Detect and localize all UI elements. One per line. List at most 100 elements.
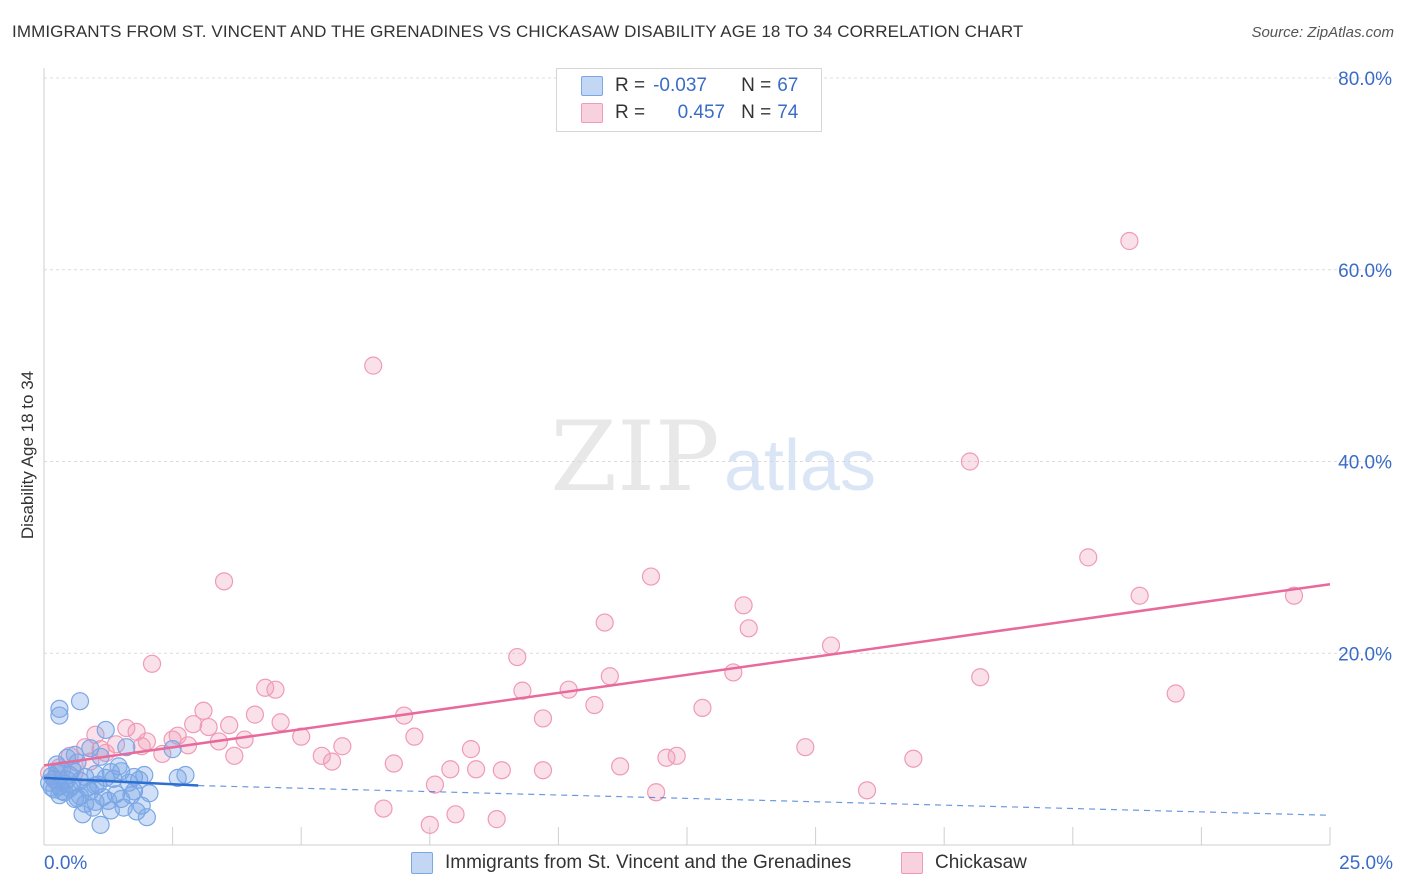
immigrants-point <box>135 765 154 785</box>
y-tick-label: 20.0% <box>1338 644 1392 665</box>
chickasaw-point <box>322 752 342 771</box>
chickasaw-point <box>1284 586 1304 605</box>
chickasaw-point <box>420 815 439 834</box>
chickasaw-point <box>492 761 511 780</box>
chickasaw-point <box>796 738 815 757</box>
chickasaw-point <box>667 746 686 765</box>
legend-r-label: R = <box>615 75 646 96</box>
chickasaw-point <box>533 709 553 728</box>
immigrants-point <box>117 738 136 757</box>
chickasaw-point <box>960 452 980 471</box>
chickasaw-point <box>266 680 285 699</box>
immigrants-point <box>109 757 128 776</box>
chickasaw-point <box>137 732 156 751</box>
chickasaw-point <box>585 695 604 715</box>
legend-swatch-pink <box>581 103 603 123</box>
chickasaw-point <box>364 356 383 375</box>
legend-swatch-blue <box>581 76 603 96</box>
immigrants-point <box>50 699 69 718</box>
chickasaw-point <box>466 760 486 779</box>
chickasaw-point <box>904 749 923 768</box>
chickasaw-point <box>1130 586 1149 605</box>
immigrants-point <box>70 692 90 711</box>
chickasaw-point <box>184 715 203 734</box>
chickasaw-point <box>595 613 614 632</box>
chickasaw-point <box>693 698 712 717</box>
chickasaw-point <box>235 730 254 749</box>
immigrants-point <box>91 815 110 834</box>
y-tick-label: 40.0% <box>1338 453 1392 474</box>
chickasaw-point <box>441 760 460 779</box>
correlation-legend: R = -0.037 N = 67 R = 0.457 N = 74 <box>556 68 822 132</box>
chickasaw-point <box>384 754 403 773</box>
chickasaw-point <box>245 705 265 724</box>
chickasaw-point <box>641 567 661 586</box>
source-label: Source: ZipAtlas.com <box>1251 24 1394 41</box>
immigrants-point <box>96 720 115 740</box>
chickasaw-point <box>312 746 331 765</box>
immigrants-point <box>50 706 69 725</box>
chickasaw-point <box>271 713 290 732</box>
legend-r-value-pink: 0.457 <box>677 102 726 123</box>
legend-n-value-pink: 74 <box>777 102 799 123</box>
chickasaw-point <box>508 647 527 667</box>
chickasaw-point <box>1120 231 1139 251</box>
chickasaw-point <box>425 775 445 794</box>
legend-row-pink: R = 0.457 N = 74 <box>581 101 798 125</box>
chickasaw-point <box>446 805 465 824</box>
chickasaw-point <box>225 746 244 765</box>
chickasaw-point <box>1166 684 1185 703</box>
chickasaw-point <box>971 668 990 687</box>
chickasaw-point <box>142 654 162 673</box>
chickasaw-point <box>647 783 666 802</box>
chickasaw-point <box>333 737 352 756</box>
chickasaw-point <box>1079 548 1098 567</box>
chickasaw-point <box>194 701 213 720</box>
chart-title: IMMIGRANTS FROM ST. VINCENT AND THE GREN… <box>12 22 1024 41</box>
watermark-atlas: atlas <box>724 426 876 506</box>
series-label-chickasaw: Chickasaw <box>935 852 1027 873</box>
series-swatch-pink <box>901 852 923 874</box>
chickasaw-point <box>106 735 126 754</box>
chickasaw-point <box>214 572 234 591</box>
legend-r-value-blue: -0.037 <box>653 75 707 96</box>
y-tick-label: 80.0% <box>1338 69 1392 90</box>
immigrants-point <box>124 782 144 801</box>
series-legend-item-immigrants: Immigrants from St. Vincent and the Gren… <box>411 852 851 874</box>
series-legend: Immigrants from St. Vincent and the Gren… <box>0 852 1406 878</box>
series-legend-item-chickasaw: Chickasaw <box>901 852 1027 874</box>
chickasaw-point <box>76 738 95 757</box>
chickasaw-point <box>461 740 481 759</box>
legend-n-label: N = <box>741 75 772 96</box>
y-tick-label: 60.0% <box>1338 261 1392 282</box>
chickasaw-point <box>533 761 553 780</box>
chickasaw-point <box>199 717 218 737</box>
immigrants-point <box>68 788 87 808</box>
chickasaw-point <box>220 716 239 735</box>
chickasaw-point <box>487 810 506 829</box>
watermark-zip: ZIP <box>550 401 719 513</box>
chickasaw-point <box>117 718 136 738</box>
legend-r-label: R = <box>615 102 646 123</box>
series-swatch-blue <box>411 852 433 874</box>
chickasaw-point <box>739 619 758 638</box>
chickasaw-point <box>611 757 630 776</box>
immigrants-point <box>140 784 159 803</box>
x-tick-label: 25.0% <box>1339 853 1393 874</box>
chickasaw-point <box>405 727 424 746</box>
immigrants-trend-extension <box>198 784 1331 816</box>
immigrants-point <box>73 805 92 824</box>
series-label-immigrants: Immigrants from St. Vincent and the Gren… <box>445 852 852 873</box>
immigrants-point <box>127 802 146 821</box>
immigrants-point <box>137 808 156 827</box>
chickasaw-point <box>374 799 393 818</box>
legend-n-label: N = <box>741 102 772 123</box>
immigrants-trend-line <box>43 776 199 787</box>
immigrants-point <box>176 765 195 785</box>
immigrants-point <box>52 782 72 801</box>
legend-n-value-blue: 67 <box>777 75 799 96</box>
x-tick-label: 0.0% <box>44 853 87 874</box>
chickasaw-point <box>821 636 841 655</box>
chickasaw-point <box>857 781 877 800</box>
